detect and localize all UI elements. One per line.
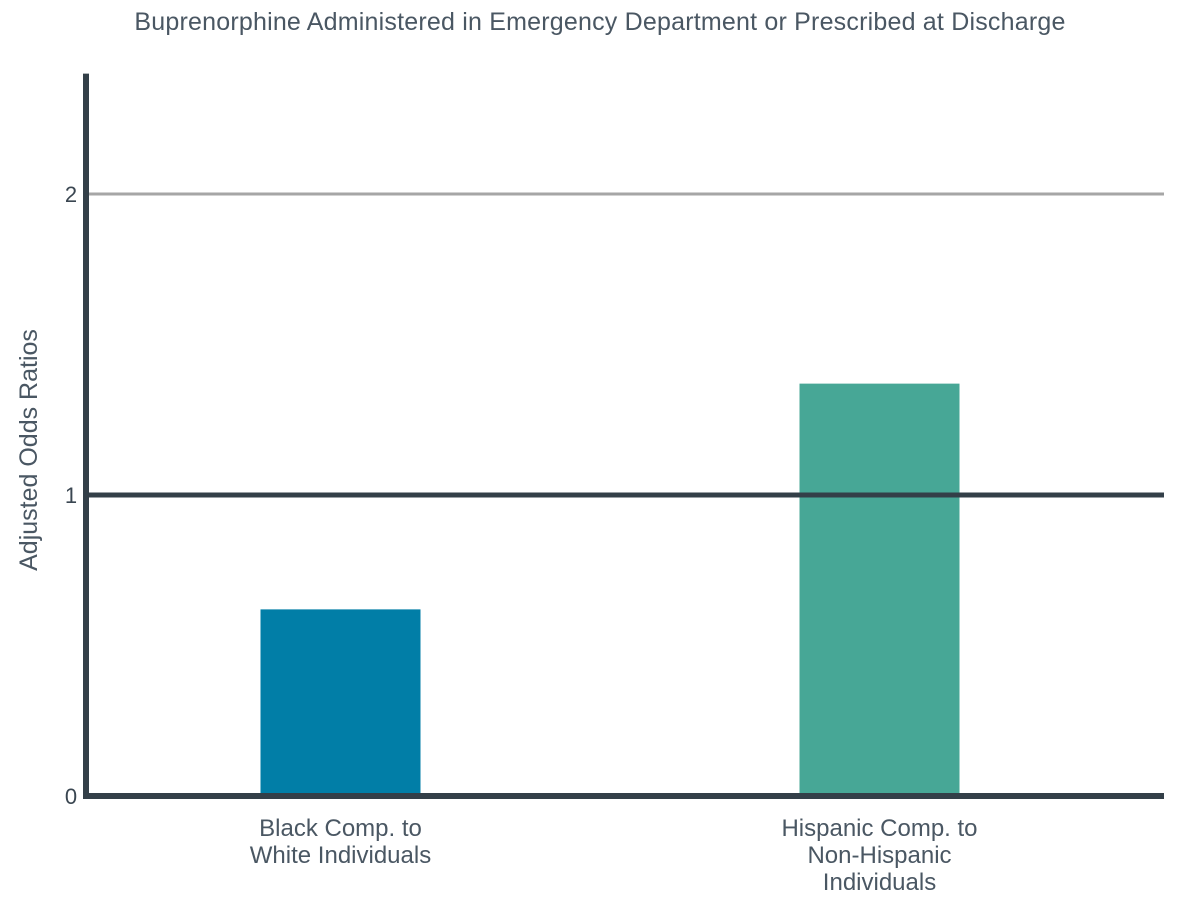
bar-2 (799, 383, 960, 796)
x-category-labels: Black Comp. to White Individuals Hispanic … (250, 815, 978, 896)
x-category-label-2: Hispanic Comp. to Non-Hispanic Individuals (781, 815, 977, 896)
bar-1 (260, 609, 421, 796)
y-tick-label-1: 1 (65, 483, 77, 508)
y-tick-labels: 0 1 2 (65, 182, 77, 809)
x-category-label-line: Hispanic Comp. to (781, 815, 977, 842)
x-category-label-line: Individuals (823, 869, 936, 896)
x-category-label-line: Non-Hispanic (807, 842, 951, 869)
x-category-label-line: Black Comp. to (259, 815, 422, 842)
bars-layer (260, 383, 960, 796)
y-tick-label-0: 0 (65, 784, 77, 809)
axis-layer (83, 73, 1164, 799)
y-tick-label-2: 2 (65, 182, 77, 207)
x-category-label-1: Black Comp. to White Individuals (250, 815, 431, 869)
chart-title: Buprenorphine Administered in Emergency … (134, 8, 1066, 36)
x-category-label-line: White Individuals (250, 842, 431, 869)
y-axis-title: Adjusted Odds Ratios (15, 329, 43, 571)
